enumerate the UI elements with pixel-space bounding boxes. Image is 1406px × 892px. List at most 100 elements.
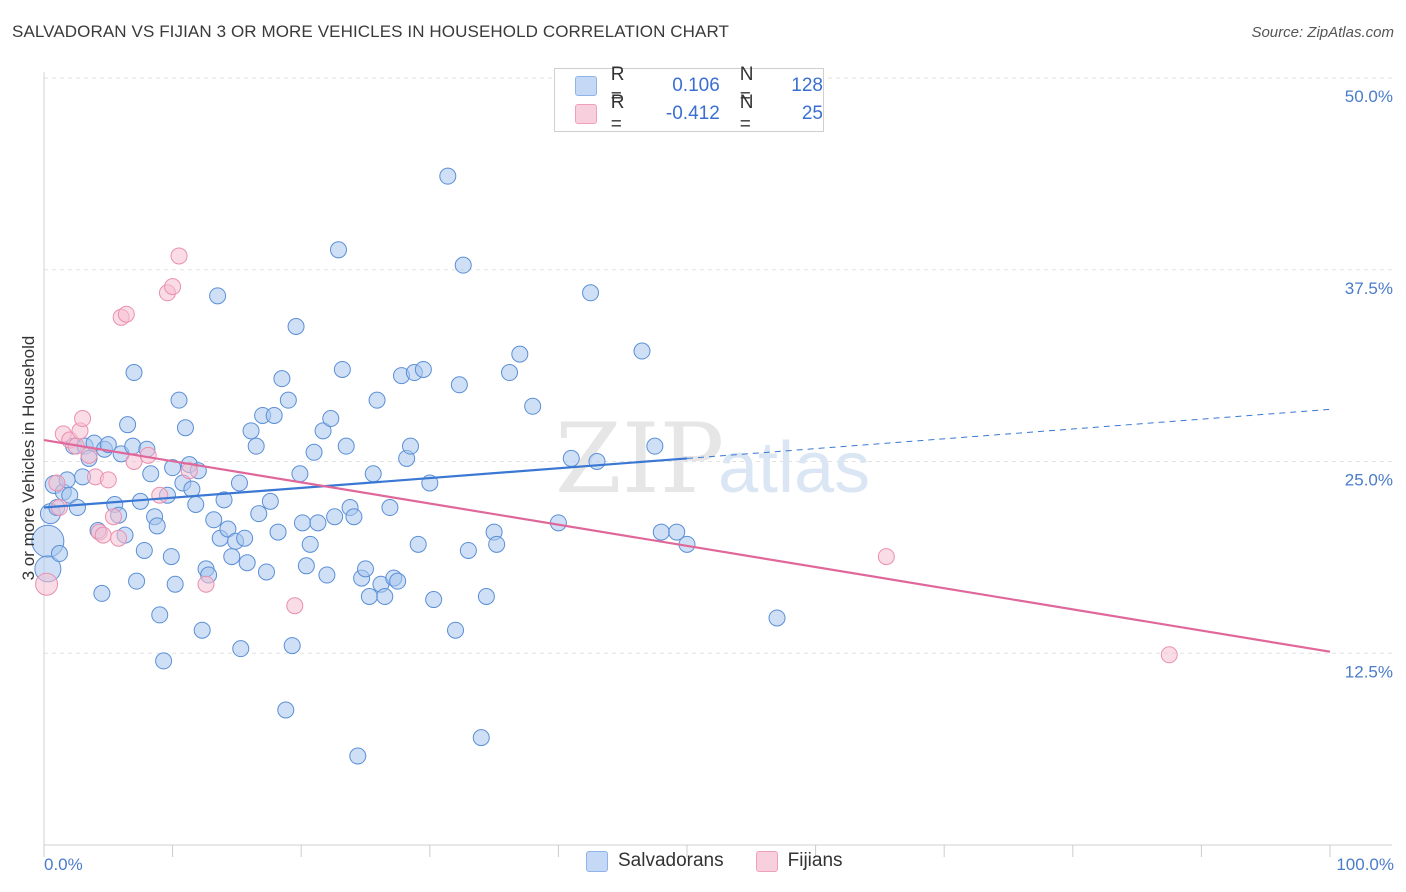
salvadoran-point [250, 505, 268, 523]
salvadoran-point [364, 465, 382, 483]
correlation-legend: R = 0.106 N = 128 R = -0.412 N = 25 [554, 64, 824, 135]
fijian-point [99, 471, 117, 489]
salvadoran-point [345, 508, 363, 526]
salvadoran-point [454, 256, 472, 274]
axes [43, 72, 1392, 846]
salvadoran-point [314, 422, 332, 440]
legend-n-label: N = [739, 92, 754, 135]
salvadoran-point [305, 443, 323, 461]
salvadoran-point [633, 342, 651, 360]
salvadorans-trend-line [43, 457, 688, 509]
salvadoran-point [447, 621, 465, 639]
salvadoran-point [61, 486, 79, 504]
legend-row-fijians: R = -0.412 N = 25 [575, 92, 823, 135]
fijian-point [151, 486, 169, 504]
salvadorans-label: Salvadorans [618, 850, 724, 871]
salvadoran-point [646, 437, 664, 455]
fijian-point [1160, 646, 1178, 664]
legend-r-label: R = [610, 92, 625, 135]
salvadoran-point [99, 436, 117, 454]
trend-lines [43, 408, 1331, 653]
salvadoran-point [187, 495, 205, 513]
salvadoran-point [562, 449, 580, 467]
salvadoran-point [269, 523, 287, 541]
salvadoran-point [357, 560, 374, 578]
salvadoran-point [125, 364, 143, 382]
source-label: Source: ZipAtlas.com [1251, 24, 1394, 41]
salvadoran-point [291, 465, 309, 483]
salvadoran-point [68, 499, 86, 517]
salvadorans-points [31, 167, 786, 765]
salvadoran-point [223, 548, 241, 566]
fijian-point [110, 529, 128, 547]
y-tick-label: 37.5% [1345, 279, 1393, 298]
fijian-point [80, 446, 98, 464]
salvadoran-point [193, 621, 211, 639]
salvadoran-point [170, 391, 188, 409]
salvadoran-point [273, 370, 291, 388]
fijian-point [286, 597, 304, 615]
legend-n-value: 25 [801, 103, 823, 124]
legend-n-label: N = [739, 64, 754, 107]
salvadoran-point [668, 523, 686, 541]
salvadorans-swatch [586, 850, 608, 872]
salvadoran-point [209, 287, 227, 305]
salvadoran-point [205, 511, 223, 529]
salvadoran-point [162, 548, 180, 566]
salvadoran-point [376, 587, 394, 605]
legend-n-value: 128 [791, 75, 823, 96]
salvadoran-point [309, 514, 327, 532]
legend-item-fijians[interactable]: Fijians [755, 850, 843, 872]
fijian-point [180, 462, 198, 480]
salvadoran-point [389, 572, 407, 590]
salvadoran-point [368, 391, 386, 409]
watermark-atlas: atlas [718, 428, 870, 508]
salvadoran-point [409, 535, 427, 553]
salvadoran-point [488, 535, 506, 553]
salvadorans-trend-extension [686, 408, 1331, 459]
salvadoran-point [450, 376, 468, 394]
fijian-point [74, 410, 92, 428]
salvadoran-point [439, 167, 457, 185]
salvadoran-point [277, 701, 295, 719]
legend-r-value: -0.412 [665, 103, 720, 124]
salvadoran-point [425, 591, 443, 609]
salvadoran-point [297, 557, 315, 575]
legend-r-value: 0.106 [672, 75, 720, 96]
fijian-point [197, 575, 215, 593]
salvadoran-point [128, 572, 146, 590]
salvadoran-point [337, 437, 355, 455]
salvadoran-point [148, 517, 166, 535]
legend-item-salvadorans[interactable]: Salvadorans [586, 850, 724, 872]
x-tick-label-min: 0.0% [44, 855, 83, 874]
salvadoran-point [360, 587, 378, 605]
salvadoran-point [477, 587, 495, 605]
y-axis-label: 3 or more Vehicles in Household [19, 336, 38, 581]
salvadoran-point [238, 554, 256, 572]
salvadoran-point [524, 397, 542, 415]
salvadoran-point [176, 419, 194, 437]
fijian-point [125, 453, 143, 470]
watermark-zip: ZIP [555, 403, 724, 515]
salvadoran-point [381, 499, 399, 517]
salvadoran-point [652, 523, 670, 541]
legend-swatch-blue [575, 76, 597, 96]
salvadoran-point [501, 364, 519, 382]
y-tick-label: 12.5% [1345, 662, 1393, 681]
salvadoran-point [50, 545, 68, 563]
fijians-swatch [755, 850, 778, 872]
salvadoran-point [164, 459, 182, 477]
salvadoran-point [511, 345, 529, 363]
x-tick-marks [43, 845, 1331, 857]
salvadoran-point [135, 541, 153, 559]
salvadoran-point [242, 422, 260, 440]
salvadoran-point [257, 563, 275, 581]
salvadoran-point [322, 410, 340, 428]
fijian-point [117, 305, 135, 323]
salvadoran-point [326, 508, 344, 526]
salvadoran-point [293, 514, 311, 532]
legend-r-label: R = [610, 64, 625, 107]
salvadoran-point [349, 747, 367, 765]
salvadoran-point [402, 437, 420, 455]
